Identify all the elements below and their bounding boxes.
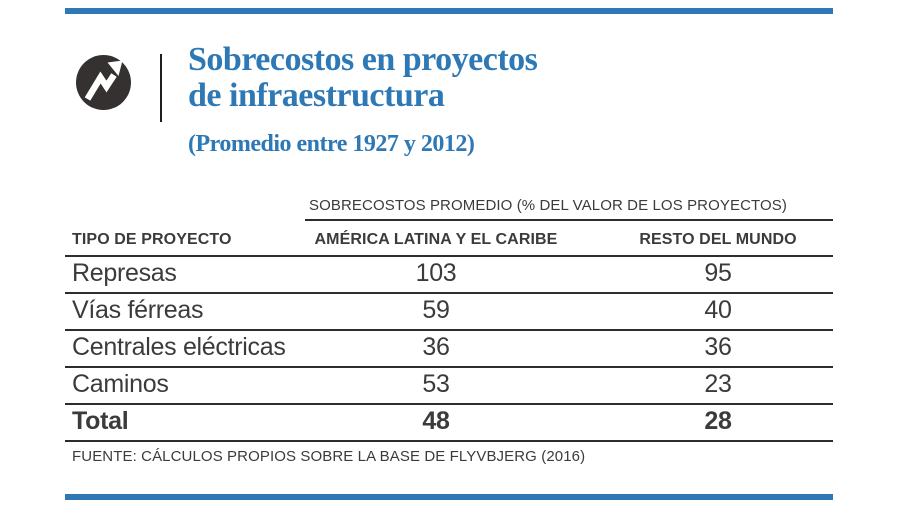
page-subtitle: (Promedio entre 1927 y 2012)	[188, 131, 475, 157]
row-value-resto: 23	[704, 370, 732, 398]
row-label: Vías férreas	[72, 296, 204, 324]
page-title-line1: Sobrecostos en proyectos	[188, 41, 538, 78]
bottom-accent-bar	[65, 494, 833, 500]
table-group-header: SOBRECOSTOS PROMEDIO (% DEL VALOR DE LOS…	[305, 197, 833, 221]
table-row: Represas 103 95	[65, 257, 833, 294]
table-row: Centrales eléctricas 36 36	[65, 331, 833, 368]
column-header-latam: AMÉRICA LATINA Y EL CARIBE	[314, 231, 558, 248]
trending-up-arrow-icon	[76, 55, 131, 110]
page-title: Sobrecostos en proyectos de infraestructu…	[188, 41, 538, 114]
column-header-tipo: TIPO DE PROYECTO	[72, 231, 232, 248]
column-gap	[567, 360, 603, 366]
column-gap	[567, 323, 603, 329]
column-header-resto: RESTO DEL MUNDO	[639, 231, 797, 248]
row-label: Represas	[72, 259, 177, 287]
row-value-latam: 59	[422, 296, 450, 324]
logo-title-divider	[160, 54, 162, 122]
table-row: Vías férreas 59 40	[65, 294, 833, 331]
source-note: FUENTE: CÁLCULOS PROPIOS SOBRE LA BASE D…	[72, 448, 586, 465]
column-gap	[567, 434, 603, 440]
table-group-header-row: SOBRECOSTOS PROMEDIO (% DEL VALOR DE LOS…	[65, 197, 833, 221]
row-label: Centrales eléctricas	[72, 333, 286, 361]
row-value-latam: 36	[422, 333, 450, 361]
row-value-resto: 36	[704, 333, 732, 361]
row-value-latam: 53	[422, 370, 450, 398]
table-row: Caminos 53 23	[65, 368, 833, 405]
total-label: Total	[72, 407, 129, 435]
column-gap	[567, 286, 603, 292]
row-label: Caminos	[72, 370, 169, 398]
top-accent-bar	[65, 8, 833, 14]
total-value-resto: 28	[704, 407, 732, 435]
row-value-resto: 95	[704, 259, 732, 287]
total-value-latam: 48	[422, 407, 450, 435]
data-table: SOBRECOSTOS PROMEDIO (% DEL VALOR DE LOS…	[65, 197, 833, 465]
news-logo	[76, 55, 131, 110]
table-header-row: TIPO DE PROYECTO AMÉRICA LATINA Y EL CAR…	[65, 221, 833, 257]
page-title-line2: de infraestructura	[188, 77, 445, 114]
row-value-latam: 103	[415, 259, 457, 287]
table-total-row: Total 48 28	[65, 405, 833, 442]
column-gap	[567, 397, 603, 403]
column-gap	[567, 239, 603, 255]
row-value-resto: 40	[704, 296, 732, 324]
